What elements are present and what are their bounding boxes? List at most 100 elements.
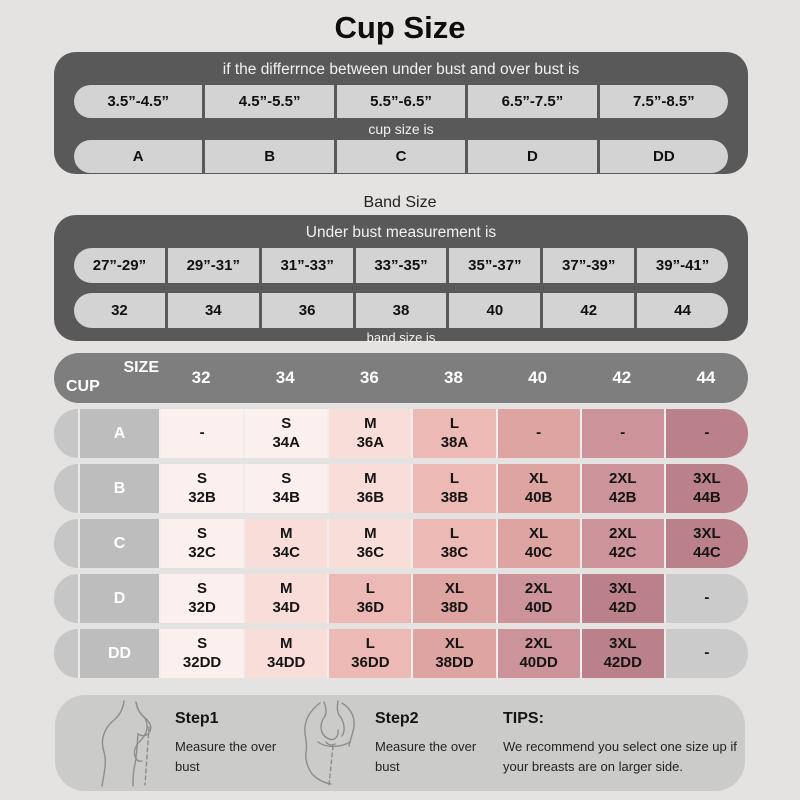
band-range-cell: 37”-39” [543,248,635,283]
matrix-cell: XL 40C [495,519,580,568]
cup-letter-cell: B [205,140,334,173]
matrix-column-header: 44 [696,368,716,387]
corner-size-label: SIZE [123,359,159,376]
cup-panel-caption: if the differrnce between under bust and… [222,61,580,78]
step1-title: Step1 [175,710,219,727]
matrix-cell: - [663,409,748,458]
matrix-cell: L 38C [411,519,496,568]
row-cap [54,574,78,623]
band-size-panel: Under bust measurement is 27”-29” 29”-31… [54,215,748,345]
matrix-row-b: B S 32B S 34B M 36B L 38B XL 40B 2XL 42B… [54,464,748,513]
matrix-row-a: A - S 34A M 36A L 38A - - - [54,409,748,458]
matrix-row-label: A [78,409,159,458]
matrix-cell: 3XL 42DD [579,629,664,678]
matrix-cell: L 38B [411,464,496,513]
matrix-cell: 3XL 42D [579,574,664,623]
cup-panel-subcaption: cup size is [368,121,434,137]
matrix-cell: - [663,629,748,678]
matrix-cell: L 36D [327,574,412,623]
matrix-column-header: 42 [612,368,632,387]
matrix-row-c: C S 32C M 34C M 36C L 38C XL 40C 2XL 42C… [54,519,748,568]
cup-letter-cell: DD [599,140,729,173]
matrix-cell: L 38A [411,409,496,458]
row-cap [54,464,78,513]
matrix-cell: S 32B [159,464,244,513]
matrix-cell: - [159,409,244,458]
step1-text: Measure the over bust [175,739,277,774]
band-size-title: Band Size [363,194,437,211]
matrix-cell: L 36DD [327,629,412,678]
matrix-header: SIZE CUP 32 34 36 38 40 42 44 [54,353,748,403]
matrix-cell: XL 38DD [411,629,496,678]
step2-measure-figure-icon [293,699,365,787]
matrix-column-header: 34 [275,368,295,387]
band-panel-caption: Under bust measurement is [305,224,497,241]
cup-range-cell: 6.5”-7.5” [468,85,597,118]
step2-text: Measure the over bust [375,739,477,774]
cup-range-cell: 7.5”-8.5” [599,85,729,118]
cup-letter-cell: C [336,140,466,173]
band-range-cell: 29”-31” [167,248,259,283]
page-title: Cup Size [334,10,466,45]
matrix-column-header: 40 [528,368,548,387]
tips-panel: Step1 Measure the over bust Step2 Measur… [55,695,745,791]
matrix-cell: S 32D [159,574,244,623]
step1-measure-figure-icon [93,699,165,787]
matrix-cell: - [579,409,664,458]
matrix-row-label: D [78,574,159,623]
matrix-cell: S 34A [243,409,328,458]
matrix-cell: - [663,574,748,623]
band-range-cell: 31”-33” [261,248,353,283]
matrix-cell: 3XL 44C [663,519,748,568]
matrix-row-label: DD [78,629,159,678]
step2-block: Step2 Measure the over bust [375,710,487,776]
tips-title: TIPS: [503,710,544,727]
band-range-cell: 33”-35” [355,248,447,283]
matrix-row-label: C [78,519,159,568]
band-size-cell: 42 [543,293,635,328]
row-cap [54,409,78,458]
band-panel-subcaption: band size is [366,330,436,345]
matrix-row-d: D S 32D M 34D L 36D XL 38D 2XL 40D 3XL 4… [54,574,748,623]
band-range-cell: 35”-37” [449,248,541,283]
matrix-cell: M 36A [327,409,412,458]
matrix-cell: 2XL 40DD [495,629,580,678]
band-size-cell: 32 [74,293,165,328]
band-size-cell: 40 [449,293,541,328]
cup-range-cell: 5.5”-6.5” [336,85,466,118]
matrix-cell: S 32C [159,519,244,568]
tips-text: We recommend you select one size up if y… [503,739,737,774]
tips-block: TIPS: We recommend you select one size u… [503,710,753,776]
matrix-cell: 3XL 44B [663,464,748,513]
cup-letter-row: A B C D DD [74,140,729,173]
size-cup-matrix: SIZE CUP 32 34 36 38 40 42 44 A - S 34A … [54,353,748,678]
matrix-cell: S 34B [243,464,328,513]
matrix-cell: M 34C [243,519,328,568]
matrix-corner: SIZE CUP [54,353,159,403]
matrix-cell: S 32DD [159,629,244,678]
band-range-cell: 39”-41” [637,248,729,283]
band-size-cell: 44 [637,293,729,328]
matrix-cell: 2XL 42C [579,519,664,568]
matrix-cell: M 34D [243,574,328,623]
band-size-cell: 34 [167,293,259,328]
matrix-column-header: 36 [359,368,379,387]
band-range-row: 27”-29” 29”-31” 31”-33” 33”-35” 35”-37” … [74,248,729,283]
matrix-row-label: B [78,464,159,513]
band-size-row: 32 34 36 38 40 42 44 [74,293,729,328]
band-size-cell: 38 [355,293,447,328]
matrix-cell: M 34DD [243,629,328,678]
cup-letter-cell: D [468,140,597,173]
matrix-column-header: 32 [191,368,211,387]
matrix-cell: XL 38D [411,574,496,623]
cup-range-cell: 4.5”-5.5” [205,85,334,118]
matrix-row-dd: DD S 32DD M 34DD L 36DD XL 38DD 2XL 40DD… [54,629,748,678]
band-size-cell: 36 [261,293,353,328]
step2-title: Step2 [375,710,419,727]
row-cap [54,519,78,568]
matrix-column-header: 38 [444,368,463,387]
row-cap [54,629,78,678]
matrix-cell: M 36B [327,464,412,513]
matrix-cell: M 36C [327,519,412,568]
cup-range-row: 3.5”-4.5” 4.5”-5.5” 5.5”-6.5” 6.5”-7.5” … [74,85,729,118]
